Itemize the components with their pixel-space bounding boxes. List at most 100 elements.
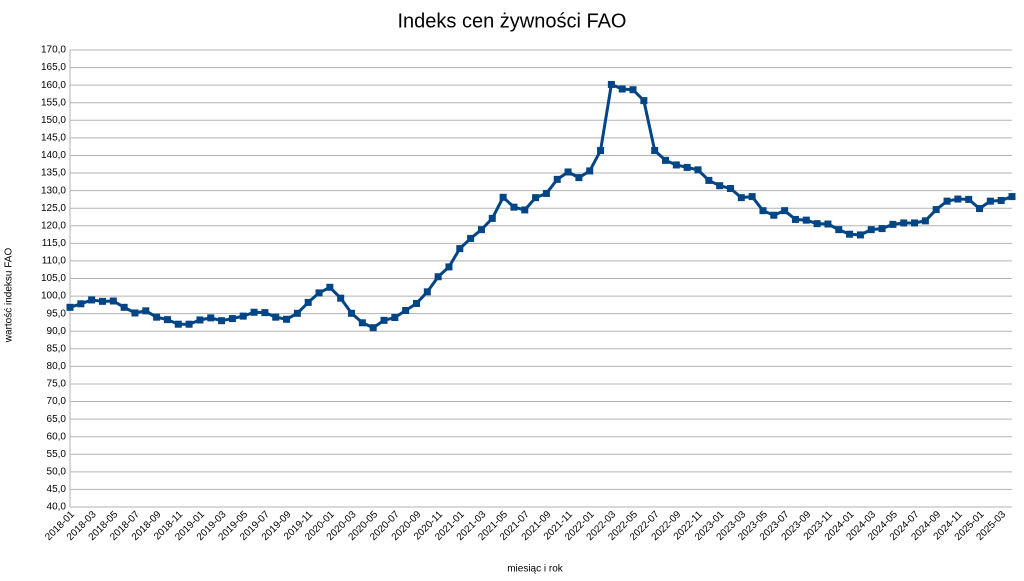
data-point	[163, 316, 171, 324]
data-point	[759, 207, 767, 215]
data-point	[131, 309, 139, 317]
y-tick-label: 105,0	[41, 273, 66, 284]
data-point	[835, 226, 843, 234]
data-point	[694, 166, 702, 174]
y-tick-label: 135,0	[41, 168, 66, 179]
data-point	[228, 315, 236, 323]
data-point	[380, 316, 388, 324]
data-point	[932, 206, 940, 214]
data-point	[109, 297, 117, 305]
data-point	[467, 234, 475, 242]
y-tick-label: 75,0	[47, 379, 67, 390]
data-point	[878, 225, 886, 233]
data-point	[423, 288, 431, 296]
data-point	[748, 193, 756, 201]
data-point	[153, 313, 161, 321]
data-point	[532, 194, 540, 202]
y-tick-label: 115,0	[42, 238, 67, 249]
y-tick-label: 40,0	[47, 502, 67, 513]
data-point	[88, 296, 96, 304]
data-point	[564, 168, 572, 176]
data-point	[510, 203, 518, 211]
data-point	[954, 195, 962, 203]
data-point	[1008, 193, 1016, 201]
y-tick-label: 160,0	[41, 80, 66, 91]
y-tick-label: 120,0	[41, 220, 66, 231]
y-tick-label: 100,0	[41, 291, 66, 302]
data-point	[239, 312, 247, 320]
data-point	[705, 176, 713, 184]
data-point	[315, 289, 323, 297]
y-tick-label: 65,0	[47, 414, 67, 425]
data-point	[272, 313, 280, 321]
data-point	[683, 163, 691, 171]
y-tick-label: 45,0	[47, 484, 67, 495]
data-point	[781, 207, 789, 215]
chart-title: Indeks cen żywności FAO	[398, 10, 627, 32]
y-tick-label: 110,0	[42, 256, 67, 267]
data-point	[813, 220, 821, 228]
y-tick-label: 165,0	[41, 62, 66, 73]
data-point	[986, 197, 994, 205]
y-tick-label: 145,0	[41, 133, 66, 144]
data-point	[867, 226, 875, 234]
data-point	[586, 167, 594, 175]
data-point	[445, 263, 453, 271]
data-point	[662, 156, 670, 164]
data-point	[997, 196, 1005, 204]
data-point	[943, 197, 951, 205]
data-point	[142, 307, 150, 315]
data-point	[391, 314, 399, 322]
data-point	[640, 97, 648, 105]
data-point	[218, 317, 226, 325]
data-point	[261, 309, 269, 317]
y-tick-label: 85,0	[47, 343, 67, 354]
y-tick-label: 80,0	[47, 361, 67, 372]
data-point	[456, 245, 464, 253]
data-point	[207, 314, 215, 322]
data-point	[856, 231, 864, 239]
data-point	[250, 308, 258, 316]
data-point	[412, 299, 420, 307]
data-point	[304, 298, 312, 306]
data-point	[337, 294, 345, 302]
y-tick-label: 95,0	[47, 308, 67, 319]
data-point	[434, 273, 442, 281]
data-point	[770, 211, 778, 219]
data-point	[499, 193, 507, 201]
data-point	[402, 306, 410, 314]
y-tick-label: 50,0	[47, 466, 67, 477]
data-point	[98, 297, 106, 305]
data-point	[976, 205, 984, 213]
data-point	[358, 319, 366, 327]
data-point	[597, 147, 605, 155]
x-axis-title: miesiąc i rok	[507, 564, 564, 575]
data-point	[802, 216, 810, 224]
data-point	[488, 214, 496, 222]
data-point	[889, 220, 897, 228]
data-point	[185, 320, 193, 328]
data-point	[607, 80, 615, 88]
y-tick-label: 70,0	[47, 396, 67, 407]
data-point	[629, 86, 637, 94]
y-tick-label: 140,0	[41, 150, 66, 161]
data-point	[283, 315, 291, 323]
data-point	[900, 219, 908, 227]
y-tick-label: 60,0	[47, 431, 67, 442]
data-point	[369, 324, 377, 332]
data-point	[911, 219, 919, 227]
data-point	[553, 175, 561, 183]
data-point	[120, 303, 128, 311]
data-line	[69, 82, 1013, 330]
data-point	[618, 85, 626, 93]
y-tick-label: 130,0	[41, 185, 66, 196]
y-tick-label: 55,0	[47, 449, 67, 460]
data-point	[965, 195, 973, 203]
data-point	[293, 309, 301, 317]
data-point	[672, 161, 680, 169]
data-point	[846, 230, 854, 238]
data-point	[737, 194, 745, 202]
data-point	[521, 206, 529, 214]
data-point	[791, 215, 799, 223]
